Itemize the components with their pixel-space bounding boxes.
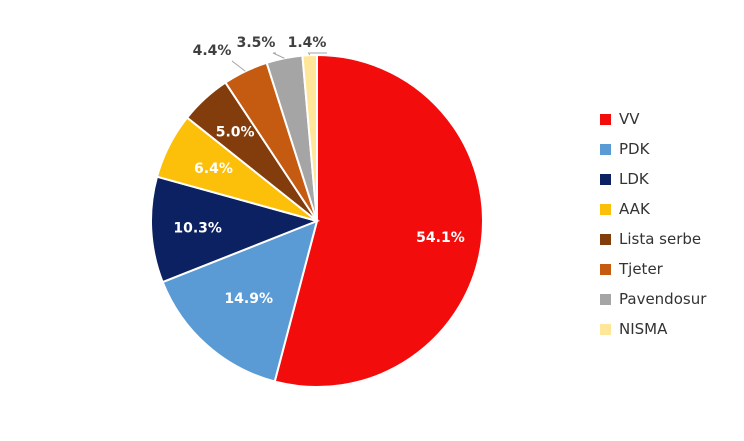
legend-label: LDK bbox=[619, 170, 649, 188]
legend: VV PDK LDK AAK Lista serbe Tjeter Pavendosur NI… bbox=[600, 104, 706, 344]
pie-slice-ldk bbox=[150, 175, 321, 284]
legend-item-aak: AAK bbox=[600, 194, 706, 224]
legend-label: Pavendosur bbox=[619, 290, 707, 308]
legend-item-pdk: PDK bbox=[600, 134, 706, 164]
pie-slice-pdk bbox=[161, 219, 319, 383]
pie-slice-vv bbox=[273, 53, 484, 388]
legend-swatch bbox=[600, 113, 611, 125]
data-label-aak: 6.4% bbox=[194, 161, 233, 177]
leader-line-tjeter bbox=[231, 60, 246, 72]
legend-item-ldk: LDK bbox=[600, 164, 706, 194]
legend-swatch bbox=[600, 203, 611, 215]
legend-label: VV bbox=[619, 110, 640, 128]
data-label-pavendosur: 3.5% bbox=[237, 35, 276, 51]
data-label-lista-serbe: 5.0% bbox=[216, 125, 255, 141]
legend-item-tjeter: Tjeter bbox=[600, 254, 706, 284]
legend-label: PDK bbox=[619, 140, 650, 158]
leader-line-nisma bbox=[307, 52, 327, 56]
legend-swatch bbox=[600, 263, 611, 275]
legend-item-vv: VV bbox=[600, 104, 706, 134]
legend-item-pavendosur: Pavendosur bbox=[600, 284, 706, 314]
legend-item-nisma: NISMA bbox=[600, 314, 706, 344]
legend-swatch bbox=[600, 293, 611, 305]
leader-line-pavendosur bbox=[272, 52, 285, 59]
data-label-vv: 54.1% bbox=[416, 230, 465, 246]
legend-label: NISMA bbox=[619, 320, 668, 338]
legend-item-lista-serbe: Lista serbe bbox=[600, 224, 706, 254]
data-label-nisma: 1.4% bbox=[288, 35, 327, 51]
legend-label: AAK bbox=[619, 200, 650, 218]
legend-swatch bbox=[600, 323, 611, 335]
pie-slice-nisma bbox=[301, 53, 318, 222]
legend-label: Lista serbe bbox=[619, 230, 702, 248]
legend-swatch bbox=[600, 173, 611, 185]
legend-label: Tjeter bbox=[619, 260, 663, 278]
legend-swatch bbox=[600, 233, 611, 245]
data-label-tjeter: 4.4% bbox=[193, 43, 232, 59]
data-label-ldk: 10.3% bbox=[173, 220, 222, 236]
data-label-pdk: 14.9% bbox=[224, 291, 273, 307]
legend-swatch bbox=[600, 143, 611, 155]
